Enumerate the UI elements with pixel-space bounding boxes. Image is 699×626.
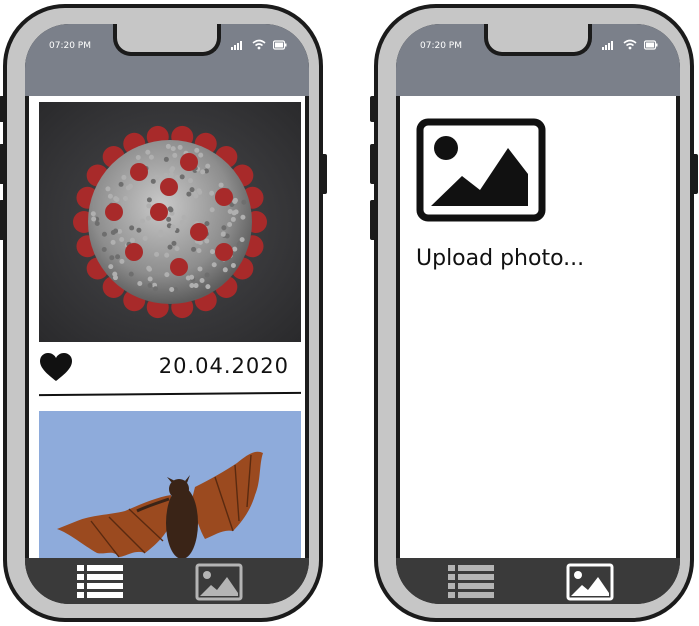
coronavirus-image bbox=[39, 102, 301, 342]
post-date: 20.04.2020 bbox=[159, 354, 289, 378]
post-image[interactable] bbox=[39, 102, 301, 342]
bat-image bbox=[39, 411, 301, 560]
signal-icon bbox=[231, 40, 245, 50]
upload-content: Upload photo... bbox=[400, 96, 676, 560]
phone-feed: 07:20 PM bbox=[3, 4, 323, 622]
post-meta: 20.04.2020 bbox=[39, 348, 301, 388]
list-icon[interactable] bbox=[75, 563, 125, 601]
post-image[interactable] bbox=[39, 411, 301, 560]
upload-photo-label[interactable]: Upload photo... bbox=[416, 246, 584, 271]
status-time: 07:20 PM bbox=[420, 41, 462, 51]
list-icon[interactable] bbox=[446, 563, 496, 601]
side-button bbox=[0, 96, 5, 122]
notch bbox=[484, 24, 592, 56]
post-divider bbox=[39, 392, 301, 396]
tab-bar bbox=[396, 558, 680, 604]
side-button bbox=[370, 96, 376, 122]
side-button bbox=[0, 144, 5, 184]
image-placeholder-icon[interactable] bbox=[416, 118, 546, 222]
image-icon[interactable] bbox=[566, 563, 614, 601]
status-time: 07:20 PM bbox=[49, 41, 91, 51]
side-button bbox=[321, 154, 327, 194]
feed-content: 20.04.2020 bbox=[29, 96, 305, 560]
battery-icon bbox=[644, 40, 658, 50]
signal-icon bbox=[602, 40, 616, 50]
side-button bbox=[0, 200, 5, 240]
image-icon[interactable] bbox=[195, 563, 243, 601]
wifi-icon bbox=[252, 39, 266, 50]
side-button bbox=[370, 144, 376, 184]
side-button bbox=[692, 154, 698, 194]
heart-icon[interactable] bbox=[39, 352, 73, 382]
wifi-icon bbox=[623, 39, 637, 50]
phone-upload: 07:20 PM bbox=[374, 4, 694, 622]
screen: 07:20 PM bbox=[396, 24, 680, 604]
notch bbox=[113, 24, 221, 56]
tab-bar bbox=[25, 558, 309, 604]
side-button bbox=[370, 200, 376, 240]
battery-icon bbox=[273, 40, 287, 50]
screen: 07:20 PM bbox=[25, 24, 309, 604]
